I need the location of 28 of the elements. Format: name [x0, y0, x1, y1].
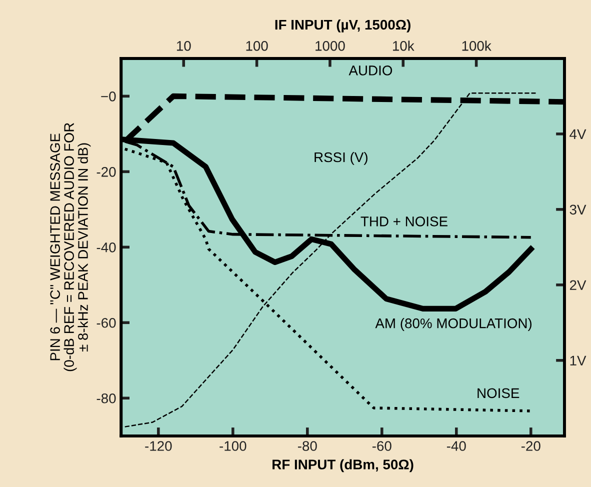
- series-label: NOISE: [478, 388, 520, 398]
- y2-tick-label: 1V: [570, 356, 586, 366]
- x2-tick-label: 10k: [393, 40, 414, 51]
- x-tick-label: -20: [521, 441, 540, 451]
- y2-tick-label: 2V: [570, 280, 586, 290]
- y-tick-label: -20: [96, 167, 116, 177]
- y2-tick-label: 4V: [570, 129, 586, 139]
- y-axis-title: PIN 6 — ''C'' WEIGHTED MESSAGE (0-dB REF = RECOVERED AUDIO FOR ± 8-kHz PEAK DEVIATION IN dB): [50, 122, 91, 372]
- series-label: AM (80% MODULATION): [375, 318, 532, 331]
- x-tick-label: -60: [372, 441, 392, 451]
- x-tick-label: -100: [220, 441, 246, 451]
- y-tick-label: -60: [96, 318, 116, 328]
- series-label: AUDIO: [348, 66, 392, 76]
- series-label: THD + NOISE: [360, 216, 448, 226]
- y-tick-label: -80: [96, 393, 116, 404]
- x-tick-label: -80: [298, 441, 317, 451]
- x-tick-label: -120: [145, 441, 172, 451]
- x2-tick-label: 1000: [316, 41, 345, 51]
- x-tick-label: -40: [446, 441, 466, 451]
- y-tick-label: −0: [101, 92, 116, 102]
- x2-tick-label: 100k: [462, 40, 492, 51]
- y2-tick-label: 3V: [570, 204, 586, 215]
- series-label: RSSI (V): [314, 152, 368, 165]
- x2-tick-label: 10: [176, 41, 191, 51]
- y-tick-label: -40: [96, 242, 116, 252]
- x2-tick-label: 100: [246, 41, 268, 51]
- x-axis-title: RF INPUT (dBm, 50Ω): [272, 459, 414, 472]
- x2-axis-title: IF INPUT (µV, 1500Ω): [275, 19, 410, 32]
